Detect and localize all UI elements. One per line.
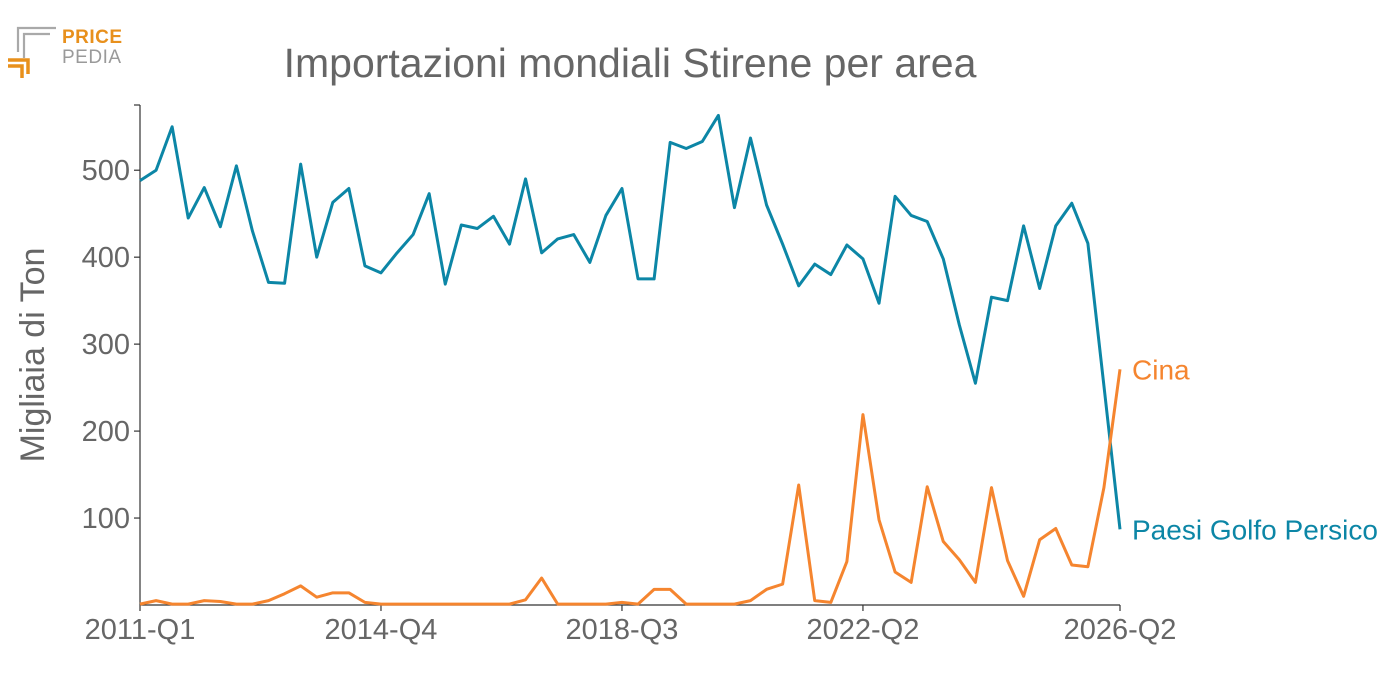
series-end-label: Paesi Golfo Persico	[1132, 514, 1378, 545]
chart-title: Importazioni mondiali Stirene per area	[284, 40, 977, 86]
pricepedia-logo-icon	[8, 26, 56, 78]
y-axis-label: Migliaia di Ton	[14, 248, 52, 463]
x-tick-label: 2011-Q1	[85, 614, 196, 646]
x-tick-label: 2022-Q2	[807, 614, 920, 646]
series-layer: Paesi Golfo Persico Cina	[139, 113, 1378, 606]
axes: 100 200 300 400 500 2011-Q1 2014-Q4 2018-Q3 2022…	[82, 104, 1177, 646]
y-tick-label: 100	[82, 503, 130, 535]
logo-orange-bracket-outer	[8, 64, 24, 78]
x-tick-label: 2026-Q2	[1064, 614, 1177, 646]
series-line-paesi-golfo-persico	[139, 113, 1122, 530]
x-tick-label: 2018-Q3	[566, 614, 679, 646]
series-end-label: Cina	[1132, 354, 1190, 385]
series-line-cina	[139, 369, 1122, 606]
y-tick-label: 200	[82, 416, 130, 448]
x-tick-label: 2014-Q4	[325, 614, 438, 646]
logo-orange-bracket-inner	[8, 58, 30, 74]
logo-gray-bracket-outer	[16, 26, 56, 52]
logo-text-pedia: PEDIA	[62, 47, 122, 68]
logo-gray-bracket-inner	[22, 32, 50, 58]
y-tick-label: 400	[82, 242, 130, 274]
logo-text-price: PRICE	[62, 27, 123, 48]
y-tick-label: 500	[82, 155, 130, 187]
logo: PRICE PEDIA	[8, 26, 138, 78]
y-tick-label: 300	[82, 329, 130, 361]
